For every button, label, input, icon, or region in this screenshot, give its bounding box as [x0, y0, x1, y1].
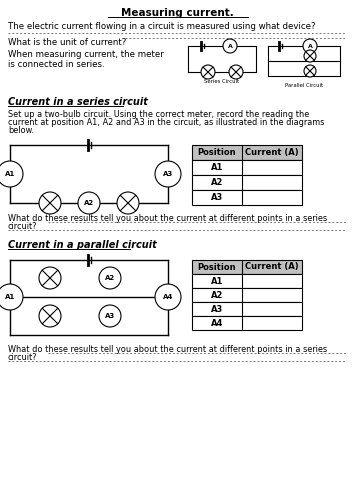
Circle shape	[117, 192, 139, 214]
Text: A1: A1	[5, 171, 15, 177]
Text: The electric current flowing in a circuit is measured using what device?: The electric current flowing in a circui…	[8, 22, 315, 31]
Bar	[192, 160, 302, 175]
Bar	[192, 260, 302, 274]
Text: circuit?: circuit?	[8, 353, 38, 362]
Circle shape	[155, 161, 181, 187]
Circle shape	[0, 284, 23, 310]
Text: Position: Position	[198, 262, 236, 272]
Circle shape	[304, 65, 316, 77]
Text: below.: below.	[8, 126, 34, 135]
Text: current at position A1, A2 and A3 in the circuit, as illustrated in the diagrams: current at position A1, A2 and A3 in the…	[8, 118, 324, 127]
Text: What do these results tell you about the current at different points in a series: What do these results tell you about the…	[8, 214, 327, 223]
Text: A2: A2	[211, 290, 223, 300]
Text: When measuring current, the meter: When measuring current, the meter	[8, 50, 164, 59]
Text: A: A	[228, 44, 233, 49]
Circle shape	[39, 192, 61, 214]
Circle shape	[155, 284, 181, 310]
Bar	[192, 175, 302, 190]
Bar	[192, 145, 302, 160]
Text: is connected in series.: is connected in series.	[8, 60, 105, 69]
Circle shape	[0, 161, 23, 187]
Bar	[192, 274, 302, 288]
Text: Position: Position	[198, 148, 236, 157]
Text: A: A	[308, 44, 313, 49]
Text: A4: A4	[163, 294, 173, 300]
Circle shape	[39, 267, 61, 289]
Circle shape	[223, 39, 237, 53]
Text: Current (A): Current (A)	[245, 148, 299, 157]
Bar	[192, 190, 302, 205]
Bar	[192, 302, 302, 316]
Circle shape	[78, 192, 100, 214]
Text: A3: A3	[163, 171, 173, 177]
Circle shape	[229, 65, 243, 79]
Text: A1: A1	[5, 294, 15, 300]
Text: Series Circuit: Series Circuit	[205, 79, 240, 84]
Circle shape	[201, 65, 215, 79]
Text: A3: A3	[211, 304, 223, 314]
Text: Measuring current.: Measuring current.	[121, 8, 233, 18]
Text: A3: A3	[211, 193, 223, 202]
Circle shape	[303, 39, 317, 53]
Circle shape	[99, 267, 121, 289]
Bar	[192, 316, 302, 330]
Text: Current in a parallel circuit: Current in a parallel circuit	[8, 240, 157, 250]
Text: A2: A2	[211, 178, 223, 187]
Text: Parallel Circuit: Parallel Circuit	[285, 83, 323, 88]
Text: What do these results tell you about the current at different points in a series: What do these results tell you about the…	[8, 345, 327, 354]
Text: A4: A4	[211, 318, 223, 328]
Circle shape	[39, 305, 61, 327]
Text: Current in a series circuit: Current in a series circuit	[8, 97, 148, 107]
Text: What is the unit of current?: What is the unit of current?	[8, 38, 126, 47]
Text: A2: A2	[84, 200, 94, 206]
Text: A3: A3	[105, 313, 115, 319]
Bar	[192, 288, 302, 302]
Text: Set up a two-bulb circuit. Using the correct meter, record the reading the: Set up a two-bulb circuit. Using the cor…	[8, 110, 309, 119]
Text: A1: A1	[211, 163, 223, 172]
Text: A2: A2	[105, 275, 115, 281]
Text: A1: A1	[211, 276, 223, 285]
Text: Current (A): Current (A)	[245, 262, 299, 272]
Text: circuit?: circuit?	[8, 222, 38, 231]
Circle shape	[304, 50, 316, 62]
Circle shape	[99, 305, 121, 327]
